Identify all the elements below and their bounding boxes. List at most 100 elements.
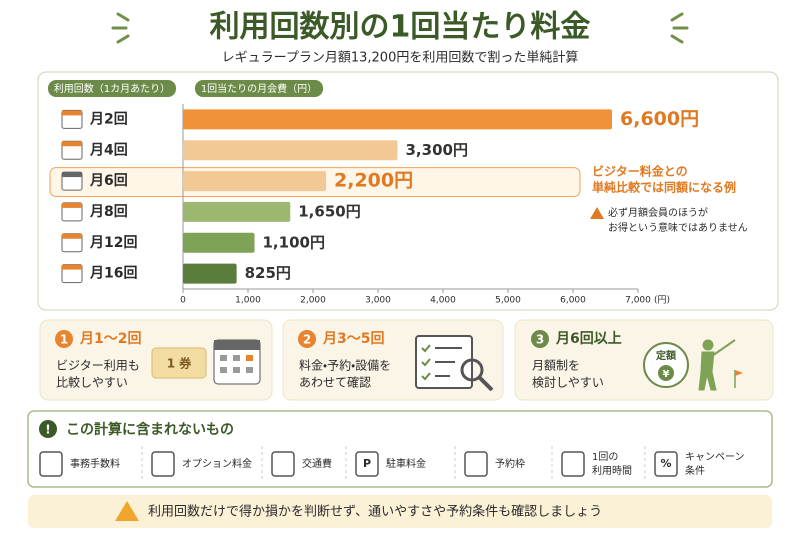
x-tick-label: 4,000 <box>430 296 456 306</box>
panel-text: 比較しやすい <box>56 376 128 390</box>
panel-number-badge <box>531 330 549 348</box>
calendar-top <box>62 202 82 208</box>
item-label: 1回の <box>592 451 618 463</box>
item-label: 条件 <box>685 464 705 477</box>
excluded-panel <box>27 410 773 488</box>
ticket-text: 1 券 <box>167 356 193 371</box>
calendar-icon <box>61 171 83 191</box>
coin-mark <box>658 365 674 381</box>
panel-text: ビジター利用も <box>56 359 140 373</box>
value-label: 1,100円 <box>263 233 325 251</box>
item-icon <box>39 451 63 477</box>
calendar-icon <box>61 140 83 160</box>
calendar-top <box>62 110 82 116</box>
item-icon <box>355 451 379 477</box>
panel-number-badge <box>55 330 73 348</box>
x-tick-label: 3,000 <box>365 296 391 306</box>
excluded-badge <box>39 420 57 438</box>
value-label: 3,300円 <box>406 141 468 159</box>
item-icon <box>464 451 488 477</box>
panel-text: 月額制を <box>532 359 580 373</box>
calendar-icon <box>61 202 83 222</box>
x-tick-label: 1,000 <box>235 296 261 306</box>
calendar-icon <box>61 109 83 129</box>
bar <box>183 109 612 130</box>
title-decoration <box>111 12 689 44</box>
item-icon <box>151 451 175 477</box>
golfer-icon <box>698 339 743 391</box>
item-label: オプション料金 <box>182 457 252 470</box>
footer-panel <box>28 495 772 528</box>
subtitle: レギュラープラン月額13,200円を利用回数で割った単純計算 <box>222 50 579 66</box>
category-label: 月8回 <box>89 204 128 220</box>
note: お得という意味ではありません <box>608 222 748 234</box>
checklist-icon <box>415 335 494 392</box>
x-tick-label: 0 <box>180 296 186 306</box>
bar <box>183 201 291 222</box>
panel-number-badge <box>298 330 316 348</box>
panel-number: 3 <box>536 333 544 347</box>
calendar-top <box>62 233 82 239</box>
category-label: 月16回 <box>89 266 137 282</box>
x-tick-label: 2,000 <box>300 296 326 306</box>
calendar-top <box>62 141 82 147</box>
panel-text: 検討しやすい <box>532 376 604 390</box>
panel-title: 月1～2回 <box>79 331 141 347</box>
x-tick-label: 6,000 <box>560 296 586 306</box>
value-label: 2,200円 <box>334 170 413 192</box>
panel-number: 1 <box>60 333 68 347</box>
panel-title: 月3～5回 <box>322 331 384 347</box>
calendar-icon <box>213 339 261 385</box>
item-icon <box>654 451 678 477</box>
value-label: 6,600円 <box>620 108 699 130</box>
bar <box>183 263 237 284</box>
category-label: 月12回 <box>89 235 137 251</box>
bar <box>183 232 255 253</box>
calendar-icon <box>61 264 83 284</box>
calendar-top <box>62 172 82 178</box>
item-label: 利用時間 <box>592 465 632 477</box>
calendar-icon <box>61 233 83 253</box>
warning-icon <box>590 207 604 219</box>
excluded-mark: ! <box>45 423 50 437</box>
x-tick-label: 5,000 <box>495 296 521 306</box>
ticket-icon <box>151 347 207 379</box>
value-header: 1回当たりの月会費（円） <box>201 82 317 95</box>
footer-warning-icon <box>115 501 139 521</box>
x-axis-unit: (円) <box>654 295 670 306</box>
bar-chart: 0 1,000 2,000 3,000 4,000 5,000 6,000 7,000 (円) 月… <box>49 104 699 306</box>
footer-text: 利用回数だけで得か損かを判断せず、通いやすさや予約条件も確認しましょう <box>148 504 602 520</box>
category-label: 月2回 <box>89 111 128 127</box>
item-label: 予約枠 <box>495 457 525 470</box>
category-label: 月4回 <box>89 142 128 158</box>
category-header: 利用回数（1カ月あたり） <box>54 82 170 95</box>
panel-title: 月6回以上 <box>555 331 622 347</box>
value-label: 825円 <box>245 264 291 282</box>
item-label: キャンペーン <box>685 452 745 463</box>
category-label: 月6回 <box>89 173 128 189</box>
note: 必ず月額会員のほうが <box>608 206 708 219</box>
x-tick-label: 7,000 <box>625 296 651 306</box>
annotation: ビジター料金との <box>592 164 688 179</box>
item-icon-text: P <box>363 457 371 470</box>
item-label: 駐車料金 <box>386 457 426 470</box>
excluded-title: この計算に含まれないもの <box>66 421 234 438</box>
item-icon <box>561 451 585 477</box>
value-header-pill <box>195 80 323 97</box>
coin-text: 定額 <box>656 349 677 362</box>
category-header-pill <box>48 80 176 97</box>
item-icon-text: % <box>660 457 671 470</box>
panel-text: 料金・予約・設備を <box>299 358 391 373</box>
item-icon <box>271 451 295 477</box>
panel-number: 2 <box>303 333 311 347</box>
bar <box>183 140 398 161</box>
value-label: 1,650円 <box>298 202 360 220</box>
item-label: 事務手数料 <box>70 457 120 470</box>
item-label: 交通費 <box>302 457 332 470</box>
calendar-top <box>62 264 82 270</box>
panel-text: あわせて確認 <box>299 375 371 390</box>
